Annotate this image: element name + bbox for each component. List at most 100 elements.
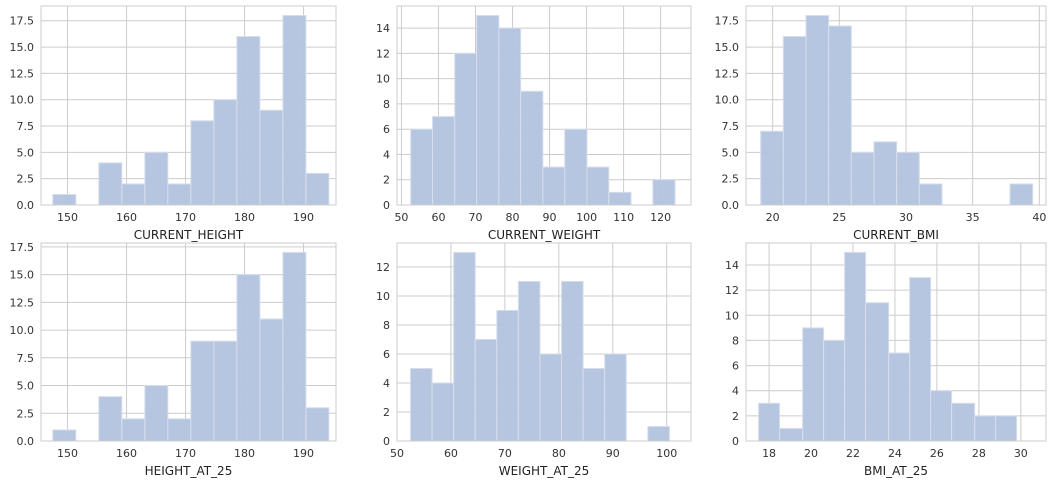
histogram-panel-5: 50 60 70 80 90 100 0 2 4 6 8 10 12 WEIGHT_AT_25	[376, 242, 692, 478]
histogram-bar	[850, 151, 875, 206]
histogram-bar	[432, 116, 456, 206]
axes-frame	[40, 5, 337, 206]
y-tick-label: 12	[376, 261, 390, 274]
histogram-bar	[951, 402, 976, 442]
histogram-bar	[144, 151, 169, 206]
y-tick-label: 2.5	[722, 173, 740, 186]
histogram-bar	[561, 280, 584, 442]
x-tick-label: 170	[175, 211, 196, 224]
x-tick-label: 190	[293, 211, 314, 224]
x-tick-label: 50	[394, 211, 408, 224]
y-tick-label: 0	[732, 435, 739, 448]
y-tick-label: 7.5	[722, 120, 740, 133]
y-tick-label: 10	[376, 73, 390, 86]
y-tick-label: 17.5	[10, 15, 35, 28]
x-tick-label: 80	[552, 447, 566, 460]
histogram-bar	[213, 340, 238, 442]
histogram-bar	[259, 318, 284, 442]
x-tick-label: 20	[804, 447, 818, 460]
histogram-bar	[539, 353, 563, 442]
histogram-bar	[1009, 183, 1034, 206]
y-tick-label: 7.5	[17, 352, 35, 365]
histogram-panel-1: 150 160 170 180 190 0.0 2.5 5.0 7.5 10.0 12.5 15.0 1…	[10, 5, 337, 242]
x-tick-label: 150	[57, 447, 78, 460]
y-tick-label: 8	[383, 98, 390, 111]
y-tick-label: 17.5	[10, 241, 35, 254]
axes-frame	[396, 242, 692, 442]
histogram-bar	[918, 183, 943, 206]
histogram-bar	[453, 251, 476, 442]
y-tick-label: 2	[383, 406, 390, 419]
histogram-bar	[282, 251, 307, 442]
x-tick-label: 150	[57, 211, 78, 224]
x-tick-label: 90	[606, 447, 620, 460]
x-tick-label: 120	[650, 211, 671, 224]
histogram-bar	[410, 128, 434, 206]
axes-frame	[745, 242, 1047, 442]
histogram-bar	[144, 385, 169, 442]
histogram-bar	[888, 352, 911, 442]
y-tick-label: 5.0	[17, 380, 35, 393]
histogram-bar	[586, 166, 610, 206]
histogram-bar	[52, 193, 77, 206]
x-axis-title: HEIGHT_AT_25	[145, 464, 233, 478]
x-tick-label: 160	[116, 211, 137, 224]
histogram-bar	[121, 183, 146, 206]
y-tick-label: 8	[383, 319, 390, 332]
y-tick-label: 0.0	[17, 435, 35, 448]
y-tick-label: 12.5	[715, 67, 740, 80]
y-tick-label: 10	[725, 309, 739, 322]
histogram-bar	[282, 14, 307, 206]
histogram-bar	[542, 166, 566, 206]
histogram-bar	[782, 36, 807, 206]
histogram-panel-4: 150 160 170 180 190 0.0 2.5 5.0 7.5 10.0 12.5 15.0 1…	[10, 241, 337, 478]
x-tick-label: 160	[116, 447, 137, 460]
x-tick-label: 100	[656, 447, 677, 460]
x-axis-title: BMI_AT_25	[864, 464, 928, 478]
y-tick-label: 10.0	[10, 324, 35, 337]
histogram-bar	[496, 309, 519, 442]
x-tick-label: 24	[888, 447, 902, 460]
x-tick-label: 26	[930, 447, 944, 460]
x-tick-label: 190	[293, 447, 314, 460]
y-tick-label: 2	[383, 174, 390, 187]
x-tick-label: 30	[1014, 447, 1028, 460]
histogram-bar	[930, 390, 953, 442]
y-tick-label: 12	[725, 284, 739, 297]
axes-frame	[745, 5, 1047, 206]
histogram-bar	[844, 251, 867, 442]
y-tick-label: 14	[725, 259, 739, 272]
histogram-bar	[454, 52, 478, 206]
x-axis-title: WEIGHT_AT_25	[499, 464, 590, 478]
histogram-panel-2: 50 60 70 80 90 100 110 120 0 2 4 6 8 10 12 14 CURRENT_WE…	[376, 5, 692, 242]
y-tick-label: 6	[732, 360, 739, 373]
axes-frame	[40, 242, 337, 442]
y-tick-label: 0	[383, 199, 390, 212]
y-tick-label: 2.5	[17, 407, 35, 420]
y-tick-label: 14	[376, 22, 390, 35]
histogram-bar	[517, 280, 541, 442]
histogram-bar	[652, 179, 676, 206]
y-tick-label: 0	[383, 435, 390, 448]
x-tick-label: 50	[390, 447, 404, 460]
x-tick-label: 90	[543, 211, 557, 224]
y-tick-label: 7.5	[17, 120, 35, 133]
histogram-bar	[431, 382, 455, 442]
histogram-bar	[121, 418, 146, 442]
y-tick-label: 0.0	[722, 199, 740, 212]
histogram-panel-3: 20 25 30 35 40 0.0 2.5 5.0 7.5 10.0 12.5 15.0 17.5 CU…	[715, 5, 1047, 242]
x-tick-label: 100	[576, 211, 597, 224]
histogram-bar	[98, 396, 123, 442]
histogram-bar	[98, 162, 123, 206]
x-tick-label: 70	[468, 211, 482, 224]
x-tick-label: 40	[1032, 211, 1046, 224]
histogram-bar	[758, 402, 781, 442]
y-tick-label: 10	[376, 290, 390, 303]
histogram-bar	[213, 99, 238, 206]
y-tick-label: 8	[732, 334, 739, 347]
y-tick-label: 15.0	[10, 41, 35, 54]
x-axis-title: CURRENT_BMI	[853, 228, 939, 242]
x-tick-label: 28	[972, 447, 986, 460]
